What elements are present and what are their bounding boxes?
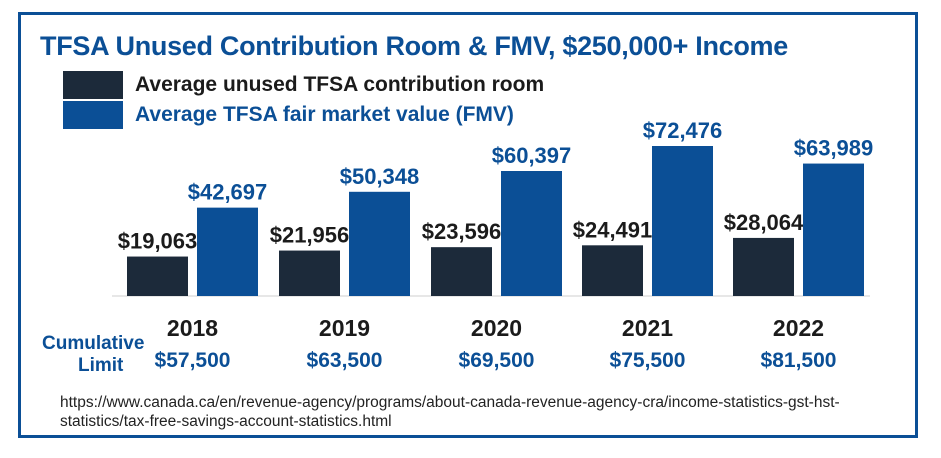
legend-label-unused-room: Average unused TFSA contribution room — [135, 73, 545, 96]
legend-swatch-fmv — [63, 101, 123, 129]
data-label-unused-room-2019: $21,956 — [270, 223, 350, 248]
legend-item-unused-room: Average unused TFSA contribution room — [63, 70, 544, 100]
cumulative-limit-label-line1: Cumulative — [42, 333, 145, 354]
bar-unused-room-2022 — [733, 237, 794, 296]
bar-fmv-2019 — [349, 191, 410, 296]
data-label-fmv-2019: $50,348 — [340, 164, 420, 189]
cumulative-limit-label: Cumulative Limit — [42, 333, 162, 377]
x-tick-label-2021: 2021 — [622, 315, 673, 341]
data-label-fmv-2021: $72,476 — [643, 118, 723, 143]
bar-fmv-2021 — [652, 146, 713, 296]
cumulative-limit-2022: $81,500 — [761, 349, 837, 372]
data-label-fmv-2018: $42,697 — [188, 180, 268, 205]
x-tick-label-2022: 2022 — [773, 315, 824, 341]
x-tick-label-2018: 2018 — [167, 315, 218, 341]
cumulative-limit-2020: $69,500 — [459, 349, 535, 372]
bar-unused-room-2019 — [279, 250, 340, 296]
bar-fmv-2020 — [501, 170, 562, 296]
x-tick-label-2019: 2019 — [319, 315, 370, 341]
data-label-unused-room-2022: $28,064 — [724, 210, 804, 235]
bar-fmv-2018 — [197, 207, 258, 296]
cumulative-limit-2019: $63,500 — [307, 349, 383, 372]
cumulative-limit-2018: $57,500 — [155, 349, 231, 372]
chart-frame — [18, 12, 918, 438]
bar-unused-room-2018 — [127, 256, 188, 296]
x-tick-label-2020: 2020 — [471, 315, 522, 341]
chart-title: TFSA Unused Contribution Room & FMV, $25… — [40, 31, 788, 61]
data-label-unused-room-2020: $23,596 — [422, 219, 502, 244]
legend-label-fmv: Average TFSA fair market value (FMV) — [135, 103, 514, 126]
legend-item-fmv: Average TFSA fair market value (FMV) — [63, 100, 514, 130]
legend-swatch-unused-room — [63, 71, 123, 99]
cumulative-limit-label-line2: Limit — [78, 355, 124, 376]
bar-unused-room-2020 — [431, 247, 492, 296]
data-label-fmv-2022: $63,989 — [794, 136, 874, 161]
source-url: https://www.canada.ca/en/revenue-agency/… — [60, 394, 840, 430]
data-label-unused-room-2021: $24,491 — [573, 217, 653, 242]
cumulative-limit-2021: $75,500 — [610, 349, 686, 372]
data-label-fmv-2020: $60,397 — [492, 143, 572, 168]
bar-fmv-2022 — [803, 163, 864, 296]
data-label-unused-room-2018: $19,063 — [118, 229, 198, 254]
bar-unused-room-2021 — [582, 245, 643, 296]
